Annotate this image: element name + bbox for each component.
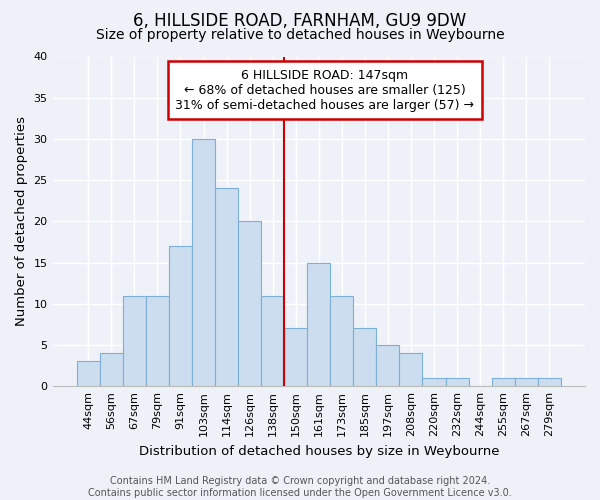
- Bar: [353, 328, 376, 386]
- Text: 6 HILLSIDE ROAD: 147sqm
← 68% of detached houses are smaller (125)
31% of semi-d: 6 HILLSIDE ROAD: 147sqm ← 68% of detache…: [175, 69, 474, 112]
- Bar: [284, 328, 307, 386]
- Bar: [446, 378, 469, 386]
- Bar: [100, 353, 123, 386]
- Text: 6, HILLSIDE ROAD, FARNHAM, GU9 9DW: 6, HILLSIDE ROAD, FARNHAM, GU9 9DW: [133, 12, 467, 30]
- X-axis label: Distribution of detached houses by size in Weybourne: Distribution of detached houses by size …: [139, 444, 499, 458]
- Bar: [515, 378, 538, 386]
- Text: Contains HM Land Registry data © Crown copyright and database right 2024.
Contai: Contains HM Land Registry data © Crown c…: [88, 476, 512, 498]
- Bar: [376, 345, 400, 386]
- Bar: [261, 296, 284, 386]
- Bar: [491, 378, 515, 386]
- Bar: [192, 139, 215, 386]
- Bar: [400, 353, 422, 386]
- Bar: [146, 296, 169, 386]
- Bar: [422, 378, 446, 386]
- Bar: [307, 262, 330, 386]
- Text: Size of property relative to detached houses in Weybourne: Size of property relative to detached ho…: [95, 28, 505, 42]
- Bar: [330, 296, 353, 386]
- Bar: [77, 362, 100, 386]
- Bar: [169, 246, 192, 386]
- Bar: [215, 188, 238, 386]
- Bar: [123, 296, 146, 386]
- Bar: [238, 222, 261, 386]
- Y-axis label: Number of detached properties: Number of detached properties: [15, 116, 28, 326]
- Bar: [538, 378, 561, 386]
